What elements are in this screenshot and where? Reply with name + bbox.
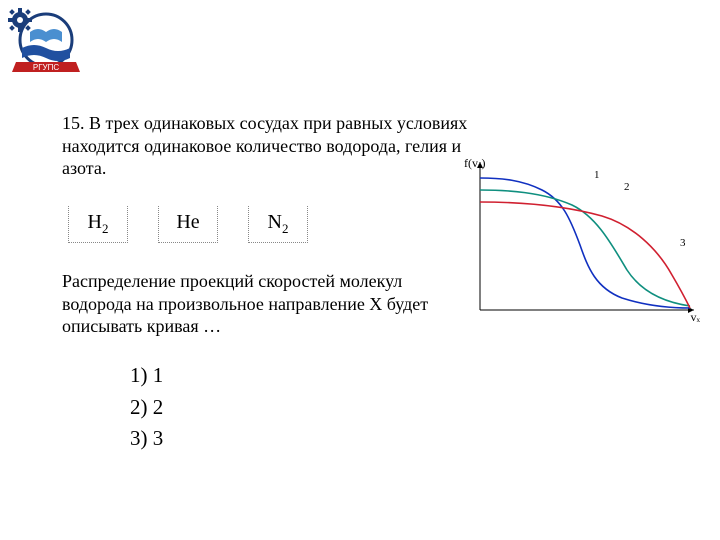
institution-logo: РГУПС: [8, 8, 88, 78]
curve-label-3: 3: [680, 237, 686, 249]
vessel-label: He: [176, 211, 199, 237]
curve-label-2: 2: [624, 181, 630, 193]
problem-statement: 15. В трех одинаковых сосудах при равных…: [62, 112, 492, 180]
vessels-row: H2 He N2: [68, 206, 308, 243]
curve-2: [480, 190, 690, 306]
answer-options: 1) 1 2) 2 3) 3: [130, 360, 163, 455]
option-3: 3) 3: [130, 423, 163, 455]
vessel-helium: He: [158, 206, 218, 243]
option-2: 2) 2: [130, 392, 163, 424]
x-axis-label: vₓ: [691, 310, 700, 325]
vessel-hydrogen: H2: [68, 206, 128, 243]
curve-label-1: 1: [594, 169, 600, 181]
curve-1: [480, 178, 690, 308]
curve-3: [480, 202, 690, 308]
vessel-label: H2: [88, 211, 109, 237]
distribution-chart: 1 2 3 f(vₓ) vₓ: [462, 150, 702, 330]
page-root: РГУПС 15. В трех одинаковых сосудах при …: [0, 0, 720, 540]
logo-banner-text: РГУПС: [33, 63, 60, 72]
option-1: 1) 1: [130, 360, 163, 392]
y-axis-label: f(vₓ): [464, 156, 485, 171]
problem-continuation: Распределение проекций скоростей молекул…: [62, 270, 462, 338]
vessel-nitrogen: N2: [248, 206, 308, 243]
vessel-label: N2: [268, 211, 289, 237]
